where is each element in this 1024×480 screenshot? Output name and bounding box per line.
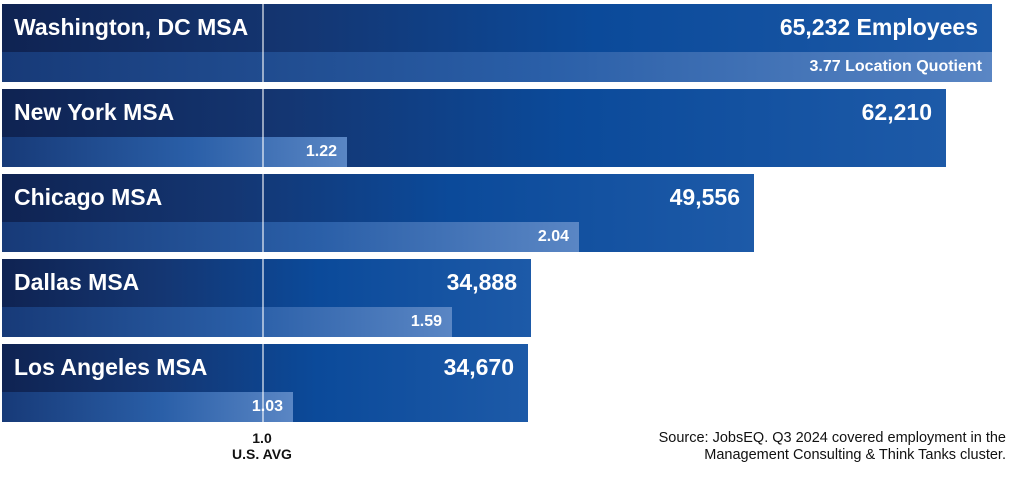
- category-label: Washington, DC MSA: [14, 14, 249, 40]
- location-quotient-bar: [2, 222, 579, 252]
- location-quotient-value-label: 1.59: [410, 313, 442, 330]
- location-quotient-value-label: 1.22: [305, 143, 337, 160]
- location-quotient-value-label: 2.04: [537, 228, 569, 245]
- employee-value-label: 62,210: [861, 99, 932, 125]
- employee-value-label: 34,670: [443, 354, 514, 380]
- source-note: Source: JobsEQ. Q3 2024 covered employme…: [658, 430, 1006, 463]
- bar-row: Los Angeles MSA 34,670 1.03: [2, 344, 528, 422]
- location-quotient-bar: [2, 392, 293, 422]
- category-label: Chicago MSA: [14, 184, 163, 210]
- location-quotient-bar: [2, 52, 992, 82]
- bar-row: Washington, DC MSA 65,232 Employees 3.77 L…: [2, 4, 992, 82]
- location-quotient-value-label: 3.77 Location Quotient: [809, 58, 982, 75]
- category-label: Dallas MSA: [14, 269, 140, 295]
- location-quotient-value-label: 1.03: [251, 398, 283, 415]
- bar-row: New York MSA 62,210 1.22: [2, 89, 946, 167]
- us-average-text: U.S. AVG: [232, 446, 292, 462]
- us-average-value: 1.0: [252, 430, 272, 446]
- category-label: Los Angeles MSA: [14, 354, 208, 380]
- category-label: New York MSA: [14, 99, 175, 125]
- location-quotient-bar: [2, 307, 452, 337]
- employee-value-label: 49,556: [669, 184, 740, 210]
- us-average-label: 1.0 U.S. AVG: [212, 430, 312, 462]
- us-average-reference-line: [262, 4, 264, 422]
- location-quotient-bar: [2, 137, 347, 167]
- bar-row: Dallas MSA 34,888 1.59: [2, 259, 531, 337]
- bar-row: Chicago MSA 49,556 2.04: [2, 174, 754, 252]
- employee-value-label: 34,888: [446, 269, 517, 295]
- employee-value-label: 65,232 Employees: [779, 14, 978, 40]
